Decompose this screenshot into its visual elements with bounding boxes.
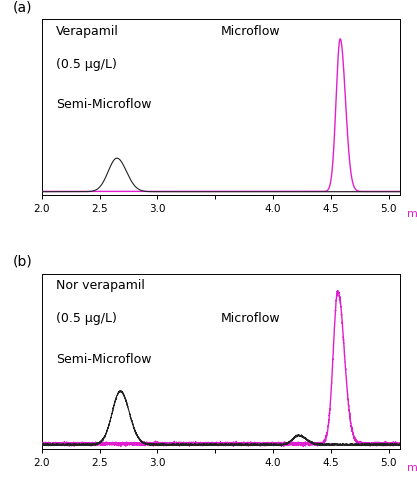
Text: min: min xyxy=(407,209,417,219)
Text: Nor verapamil: Nor verapamil xyxy=(56,279,145,292)
Text: (b): (b) xyxy=(13,255,33,269)
Text: (a): (a) xyxy=(13,0,33,14)
Text: Semi-Microflow: Semi-Microflow xyxy=(56,353,151,366)
Text: Microflow: Microflow xyxy=(221,25,281,38)
Text: min: min xyxy=(407,463,417,473)
Text: Verapamil: Verapamil xyxy=(56,25,119,38)
Text: Microflow: Microflow xyxy=(221,313,281,326)
Text: Semi-Microflow: Semi-Microflow xyxy=(56,98,151,111)
Text: (0.5 μg/L): (0.5 μg/L) xyxy=(56,58,117,71)
Text: (0.5 μg/L): (0.5 μg/L) xyxy=(56,313,117,326)
